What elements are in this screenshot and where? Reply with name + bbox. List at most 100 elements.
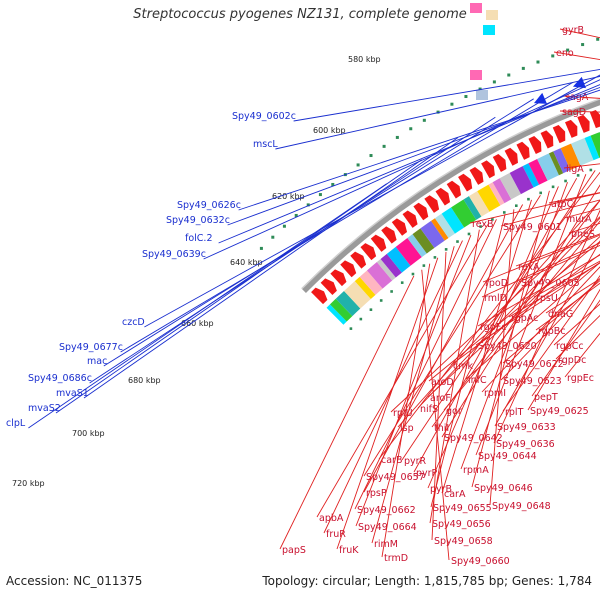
forward-cds xyxy=(516,141,530,160)
gc-dot xyxy=(566,48,570,52)
tick-label: 580 kbp xyxy=(348,55,381,64)
gene-label: murA xyxy=(566,214,592,225)
gene-label: ligA xyxy=(566,164,584,175)
gene-label: rpmI xyxy=(484,388,506,399)
cog-segment xyxy=(509,166,534,195)
forward-cds xyxy=(492,154,507,172)
cog-segment xyxy=(412,228,435,254)
gene-label: Spy49_0625 xyxy=(530,406,589,417)
forward-cds xyxy=(370,234,387,252)
gene-label: rimM xyxy=(374,539,398,550)
forward-cds xyxy=(577,114,590,133)
cog-segment xyxy=(380,253,402,278)
leader-line xyxy=(363,204,524,493)
leader-line xyxy=(427,235,600,398)
gc-dot xyxy=(551,54,555,58)
gene-label: Spy49_0636 xyxy=(496,439,555,450)
gene-label: Spy49_0620 xyxy=(478,341,537,352)
leader-line xyxy=(531,299,600,397)
forward-cds xyxy=(458,173,473,192)
leader-line xyxy=(378,171,600,460)
cog-segment xyxy=(441,207,465,234)
gene-label: rmlD xyxy=(484,293,507,304)
gc-dot xyxy=(390,290,393,293)
gc-dot xyxy=(492,80,496,84)
forward-cds xyxy=(552,125,566,144)
gc-dot xyxy=(422,264,426,267)
leader-line xyxy=(489,209,515,506)
cog-segment xyxy=(407,234,427,258)
gc-dot xyxy=(282,224,286,228)
cog-segment xyxy=(584,135,600,161)
gc-dot xyxy=(539,191,542,195)
gene-leader-lines xyxy=(279,28,600,561)
leader-line xyxy=(316,224,489,518)
forward-cds xyxy=(435,187,451,206)
feature-block xyxy=(486,10,498,20)
gc-dot xyxy=(581,43,585,47)
gene-label: carA xyxy=(444,489,466,500)
leader-line xyxy=(371,246,455,544)
gene-label: Spy49_0622 xyxy=(505,359,564,370)
gene-label: rgpDc xyxy=(558,355,586,366)
gene-label: Spy49_0660 xyxy=(451,556,510,567)
cog-segment xyxy=(335,290,361,317)
tick-label: 620 kbp xyxy=(272,192,305,201)
cog-segment xyxy=(329,298,353,322)
gene-label: Spy49_0646 xyxy=(474,483,533,494)
leader-line xyxy=(421,269,450,561)
leader-line xyxy=(471,190,550,488)
cog-segment xyxy=(477,184,501,212)
leader-line xyxy=(443,220,600,411)
gc-dot xyxy=(576,174,580,177)
gc-dot xyxy=(564,179,567,183)
leader-line xyxy=(477,254,600,327)
gene-label: Spy49_0633 xyxy=(497,422,556,433)
gc-dot xyxy=(306,203,310,207)
gene-label: rpsP xyxy=(366,488,387,499)
tick-label: 660 kbp xyxy=(181,319,214,328)
gc-dot xyxy=(491,218,494,221)
forward-cds xyxy=(504,147,518,166)
forward-cds xyxy=(540,130,554,149)
cog-segment xyxy=(366,262,393,289)
genome-summary-text: Topology: circular; Length: 1,815,785 bp… xyxy=(262,574,592,588)
cog-segment xyxy=(492,178,512,204)
leader-line xyxy=(293,68,600,122)
forward-cds xyxy=(565,119,578,138)
forward-cds xyxy=(413,202,429,221)
gene-label: rgpEc xyxy=(567,373,594,384)
leader-line xyxy=(336,257,439,550)
gene-label: pyrR xyxy=(404,456,427,467)
gene-label: Spy49_0658 xyxy=(434,536,493,547)
gc-dot xyxy=(456,240,459,243)
gene-label: rplT xyxy=(505,407,524,418)
cog-segment xyxy=(590,132,600,158)
leader-line xyxy=(120,81,574,353)
gene-label: rpoD xyxy=(485,278,508,289)
forward-cds xyxy=(311,287,328,305)
cog-segment xyxy=(344,281,371,309)
leader-line xyxy=(502,280,600,364)
leader-line xyxy=(494,240,600,427)
gene-label: Spy49_0639c xyxy=(142,249,206,260)
gc-dot xyxy=(464,95,468,99)
gc-dot xyxy=(436,110,440,114)
leader-line xyxy=(83,137,459,399)
cog-segment xyxy=(451,199,477,228)
backbone-highlight xyxy=(301,98,600,290)
leader-line xyxy=(441,184,600,438)
gene-label: carB xyxy=(381,455,402,466)
cog-segment xyxy=(359,270,383,295)
leader-line xyxy=(428,240,600,382)
feature-block xyxy=(470,70,482,80)
gene-label: Spy49_0664 xyxy=(358,522,417,533)
gene-label: Spy49_0656 xyxy=(432,519,491,530)
reverse-cds-track xyxy=(533,76,586,104)
forward-cds xyxy=(528,136,542,155)
gc-dot xyxy=(536,60,540,64)
gene-label: pheS xyxy=(571,229,595,240)
backbone-layer xyxy=(301,98,600,293)
gene-label: folC.2 xyxy=(185,233,213,244)
